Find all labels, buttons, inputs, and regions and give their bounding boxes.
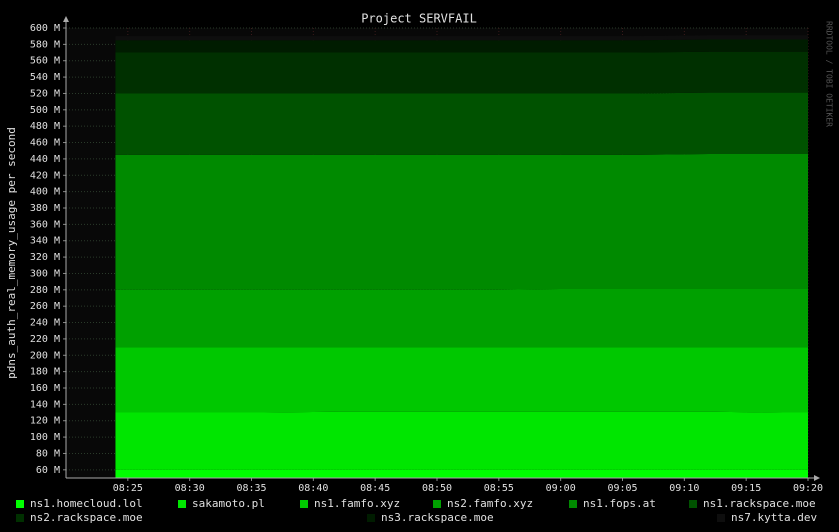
legend-label: ns1.fops.at (583, 497, 656, 510)
legend-label: ns1.rackspace.moe (703, 497, 816, 510)
watermark: RRDTOOL / TOBI OETIKER (825, 21, 834, 127)
y-axis-label: pdns_auth_real_memory_usage per second (5, 127, 18, 379)
chart-title: Project SERVFAIL (361, 12, 477, 26)
legend-swatch (16, 514, 24, 522)
axis-arrow (814, 475, 820, 481)
x-tick-label: 09:15 (731, 483, 761, 494)
legend-swatch (717, 514, 725, 522)
x-tick-label: 09:00 (546, 483, 576, 494)
y-tick-label: 540 M (30, 72, 60, 83)
x-tick-label: 09:05 (607, 483, 637, 494)
legend-label: sakamoto.pl (192, 497, 265, 510)
y-tick-label: 280 M (30, 285, 60, 296)
area (115, 92, 808, 155)
y-tick-label: 480 M (30, 121, 60, 132)
x-tick-label: 08:30 (175, 483, 205, 494)
area (115, 154, 808, 290)
y-tick-label: 220 M (30, 334, 60, 345)
y-tick-label: 240 M (30, 318, 60, 329)
y-tick-label: 100 M (30, 432, 60, 443)
y-tick-label: 180 M (30, 367, 60, 378)
y-tick-label: 60 M (36, 465, 60, 476)
y-tick-label: 360 M (30, 219, 60, 230)
area (115, 51, 808, 94)
legend-swatch (689, 500, 697, 508)
x-tick-label: 08:25 (113, 483, 143, 494)
y-tick-label: 420 M (30, 170, 60, 181)
x-tick-label: 08:55 (484, 483, 514, 494)
legend-swatch (367, 514, 375, 522)
area (115, 35, 808, 41)
y-tick-label: 520 M (30, 88, 60, 99)
legend-swatch (433, 500, 441, 508)
legend-swatch (178, 500, 186, 508)
y-tick-label: 560 M (30, 56, 60, 67)
legend-swatch (16, 500, 24, 508)
y-tick-label: 80 M (36, 448, 60, 459)
y-tick-label: 580 M (30, 39, 60, 50)
legend-label: ns1.famfo.xyz (314, 497, 400, 510)
y-tick-label: 320 M (30, 252, 60, 263)
y-tick-label: 120 M (30, 416, 60, 427)
legend-label: ns2.rackspace.moe (30, 511, 143, 524)
x-tick-label: 08:45 (360, 483, 390, 494)
legend-label: ns1.homecloud.lol (30, 497, 143, 510)
area (115, 289, 808, 348)
y-tick-label: 300 M (30, 268, 60, 279)
x-tick-label: 09:10 (669, 483, 699, 494)
area (115, 469, 808, 478)
area (115, 39, 808, 53)
axis-arrow (63, 16, 69, 22)
y-tick-label: 400 M (30, 187, 60, 198)
legend-swatch (300, 500, 308, 508)
legend-label: ns2.famfo.xyz (447, 497, 533, 510)
x-tick-label: 08:35 (236, 483, 266, 494)
y-tick-label: 140 M (30, 399, 60, 410)
y-tick-label: 380 M (30, 203, 60, 214)
x-tick-label: 09:20 (793, 483, 823, 494)
y-tick-label: 260 M (30, 301, 60, 312)
x-tick-label: 08:50 (422, 483, 452, 494)
y-tick-label: 200 M (30, 350, 60, 361)
legend-label: ns7.kytta.dev (731, 511, 817, 524)
y-tick-label: 340 M (30, 236, 60, 247)
area (115, 347, 808, 413)
legend-label: ns3.rackspace.moe (381, 511, 494, 524)
y-tick-label: 500 M (30, 105, 60, 116)
legend-swatch (569, 500, 577, 508)
y-tick-label: 440 M (30, 154, 60, 165)
y-tick-label: 160 M (30, 383, 60, 394)
y-tick-label: 460 M (30, 138, 60, 149)
x-tick-label: 08:40 (298, 483, 328, 494)
y-tick-label: 600 M (30, 23, 60, 34)
area (115, 411, 808, 470)
